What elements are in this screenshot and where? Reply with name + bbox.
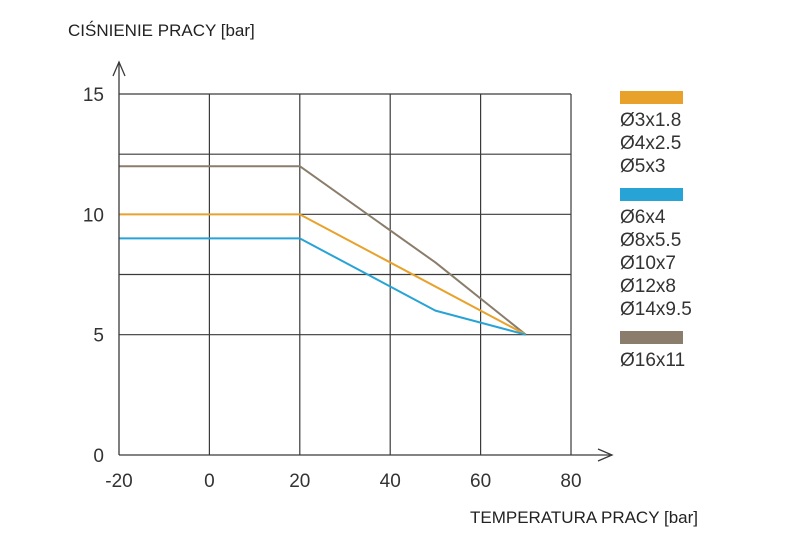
x-tick-label-3: 40: [380, 471, 401, 492]
legend-swatch-1: [620, 188, 683, 201]
series-line-1: [119, 213, 527, 336]
legend-label-0-2: Ø5x3: [620, 156, 665, 177]
legend-label-1-3: Ø12x8: [620, 276, 676, 297]
x-axis-arrow: [597, 448, 614, 462]
y-tick-label-3: 15: [83, 85, 104, 106]
legend-label-0-1: Ø4x2.5: [620, 133, 681, 154]
legend-label-1-0: Ø6x4: [620, 207, 666, 228]
legend-label-1-1: Ø8x5.5: [620, 230, 681, 251]
y-axis-arrow: [112, 60, 126, 77]
x-axis-title: TEMPERATURA PRACY [bar]: [470, 508, 698, 527]
series-line-2: [119, 237, 527, 336]
x-tick-label-2: 20: [289, 471, 310, 492]
y-tick-label-2: 10: [83, 205, 104, 226]
y-tick-label-1: 5: [93, 326, 104, 347]
x-tick-label-4: 60: [470, 471, 491, 492]
series-line-0: [119, 165, 527, 336]
legend-label-1-4: Ø14x9.5: [620, 299, 692, 320]
legend-swatch-0: [620, 91, 683, 104]
x-tick-label-5: 80: [560, 471, 581, 492]
legend-swatch-2: [620, 331, 683, 344]
x-tick-label-1: 0: [204, 471, 215, 492]
grid: [119, 93, 572, 455]
y-axis-title: CIŚNIENIE PRACY [bar]: [68, 21, 255, 40]
y-tick-label-0: 0: [93, 446, 104, 467]
legend-label-1-2: Ø10x7: [620, 253, 676, 274]
x-tick-label-0: -20: [105, 471, 132, 492]
series-lines: [119, 165, 527, 336]
legend-label-0-0: Ø3x1.8: [620, 110, 681, 131]
axes: [112, 60, 614, 462]
legend-label-2-0: Ø16x11: [620, 350, 685, 371]
